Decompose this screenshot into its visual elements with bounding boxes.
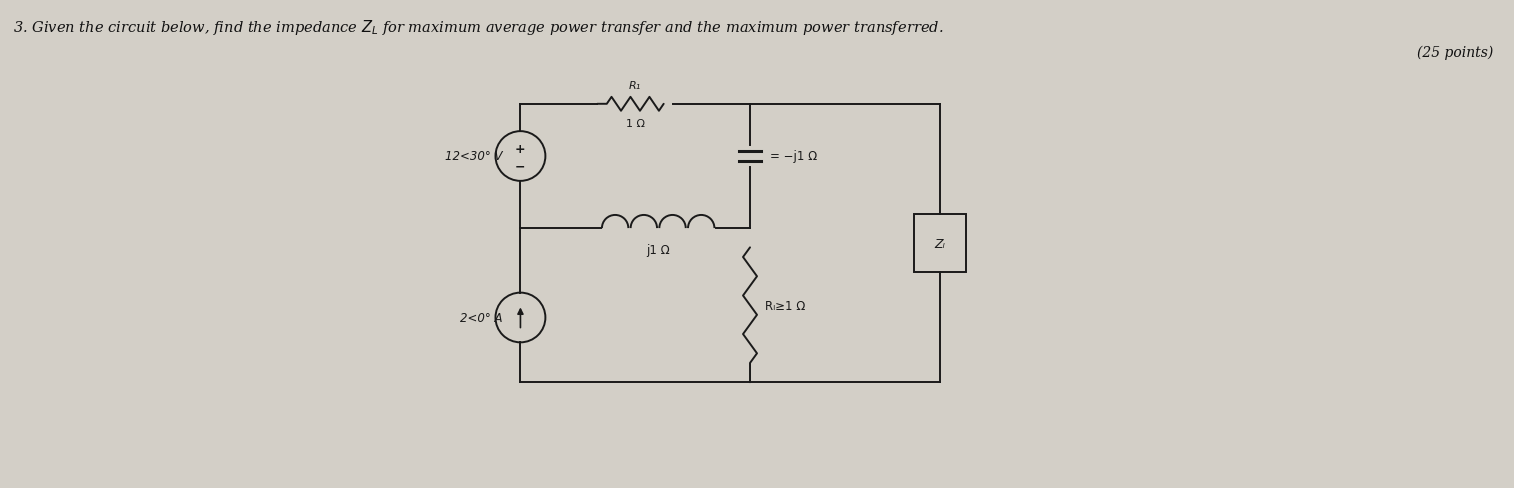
Text: −: − bbox=[515, 160, 525, 173]
Text: = −j1 Ω: = −j1 Ω bbox=[771, 150, 818, 163]
Text: R₁: R₁ bbox=[630, 81, 642, 91]
Text: Rₗ≥1 Ω: Rₗ≥1 Ω bbox=[765, 299, 805, 312]
Text: (25 points): (25 points) bbox=[1417, 45, 1494, 60]
Bar bbox=[914, 215, 966, 272]
Text: 2<0° A: 2<0° A bbox=[460, 311, 503, 325]
Text: j1 Ω: j1 Ω bbox=[646, 244, 671, 257]
Text: +: + bbox=[515, 142, 525, 155]
Text: Zₗ: Zₗ bbox=[934, 237, 945, 250]
Text: 3. Given the circuit below, find the impedance $Z_L$ for maximum average power t: 3. Given the circuit below, find the imp… bbox=[14, 18, 943, 37]
Text: 12<30° V: 12<30° V bbox=[445, 150, 503, 163]
Text: 1 Ω: 1 Ω bbox=[625, 119, 645, 128]
